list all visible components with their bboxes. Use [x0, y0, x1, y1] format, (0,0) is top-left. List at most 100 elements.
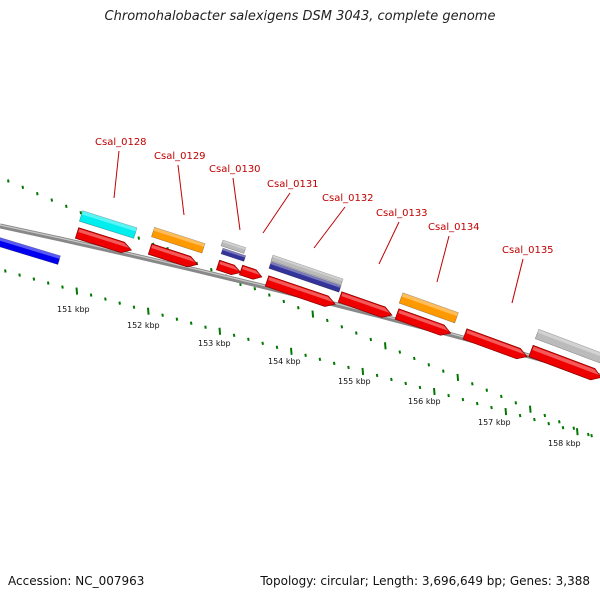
cds-arrow-0130a [215, 259, 242, 276]
cds-arrow-0128 [74, 227, 133, 253]
feature-navy-0130 [220, 247, 247, 262]
minor-tick [282, 299, 286, 304]
leader-line [113, 150, 120, 199]
gene-labels: Csal_0128Csal_0129Csal_0130Csal_0131Csal… [95, 137, 554, 256]
minor-tick [558, 420, 561, 424]
minor-tick [7, 179, 10, 183]
leader-line [313, 206, 346, 249]
major-tick [504, 407, 508, 416]
minor-tick [132, 305, 136, 309]
major-tick [576, 428, 579, 436]
cds-arrow-0132a [264, 275, 336, 307]
gene-label-csal_0130: Csal_0130 [209, 164, 261, 175]
feature-track [0, 210, 600, 381]
minor-tick [340, 325, 344, 329]
minor-tick [375, 373, 379, 378]
minor-tick [543, 413, 547, 418]
minor-tick [418, 385, 422, 390]
leader-line [511, 258, 524, 304]
gene-label-csal_0133: Csal_0133 [376, 208, 428, 219]
feature-orange-0134 [398, 292, 459, 324]
minor-tick [32, 277, 36, 281]
minor-tick [21, 185, 25, 190]
leader-line [177, 164, 185, 216]
minor-tick [4, 269, 7, 273]
minor-tick [485, 388, 489, 392]
leader-line [262, 192, 291, 234]
minor-tick [253, 287, 257, 291]
feature-blue [0, 236, 61, 265]
minor-tick [398, 350, 402, 354]
cds-arrow-0129 [147, 243, 199, 268]
major-tick [147, 307, 150, 315]
minor-tick [490, 405, 493, 410]
scale-labels: 151 kbp 152 kbp 153 kbp 154 kbp 155 kbp 156 k… [57, 305, 581, 448]
scale-label: 154 kbp [268, 357, 301, 366]
minor-tick [326, 318, 329, 323]
feature-navy-0132 [268, 261, 342, 293]
gene-label-csal_0135: Csal_0135 [502, 245, 554, 256]
map-title: Chromohalobacter salexigens DSM 3043, co… [104, 9, 496, 24]
leader-line [232, 177, 241, 231]
minor-tick [471, 382, 474, 386]
gene-label-csal_0132: Csal_0132 [322, 193, 374, 204]
feature-grey-0132 [270, 254, 344, 286]
gene-label-csal_0134: Csal_0134 [428, 222, 480, 233]
gene-label-csal_0128: Csal_0128 [95, 137, 147, 148]
minor-tick [304, 353, 307, 358]
scale-label: 156 kbp [408, 397, 441, 406]
minor-tick [355, 331, 358, 335]
minor-tick [587, 432, 590, 437]
minor-tick [204, 325, 207, 329]
major-tick [290, 347, 293, 355]
minor-tick [104, 297, 107, 301]
minor-tick [427, 363, 431, 367]
minor-tick [590, 433, 593, 438]
minor-tick [533, 417, 536, 422]
minor-tick [210, 268, 213, 272]
cds-arrow-0135b [528, 344, 600, 381]
major-tick [75, 287, 79, 295]
minor-tick [500, 394, 503, 399]
major-tick [311, 310, 315, 318]
scale-label: 151 kbp [57, 305, 90, 314]
minor-tick [161, 313, 164, 317]
feature-grey-0130 [220, 239, 247, 254]
minor-tick [347, 365, 350, 370]
minor-tick [50, 198, 54, 202]
minor-tick [404, 381, 407, 386]
cds-arrow-0130b [238, 264, 263, 280]
minor-tick [189, 321, 193, 325]
label-leaders [113, 150, 524, 304]
major-tick [384, 342, 387, 350]
lower-scale-ticks [4, 269, 593, 438]
minor-tick [18, 273, 21, 277]
minor-tick [61, 285, 64, 289]
major-tick [361, 367, 365, 375]
minor-tick [232, 333, 236, 337]
minor-tick [369, 337, 373, 342]
minor-tick [561, 425, 565, 430]
minor-tick [261, 341, 264, 345]
minor-tick [518, 413, 522, 418]
accession-text: Accession: NC_007963 [8, 574, 145, 588]
minor-tick [447, 393, 450, 398]
minor-tick [275, 345, 279, 350]
scale-label: 157 kbp [478, 418, 511, 427]
minor-tick [297, 306, 300, 310]
feature-cyan-0128 [78, 210, 138, 239]
minor-tick [175, 317, 179, 321]
minor-tick [390, 377, 393, 382]
minor-tick [442, 369, 445, 373]
minor-tick [247, 337, 250, 341]
minor-tick [547, 421, 550, 426]
minor-tick [413, 356, 416, 361]
minor-tick [475, 401, 479, 406]
cds-arrow-0132b [337, 291, 393, 318]
leader-line [436, 235, 450, 283]
minor-tick [65, 204, 68, 209]
feature-orange-0129 [151, 226, 206, 254]
major-tick [456, 373, 460, 382]
minor-tick [89, 293, 93, 297]
